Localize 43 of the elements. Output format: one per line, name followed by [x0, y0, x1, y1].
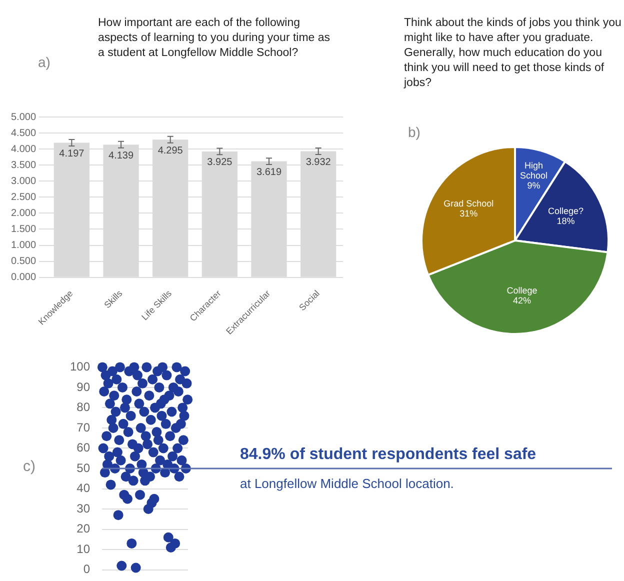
- data-label: 4.295: [158, 145, 184, 156]
- data-label: 18%: [556, 216, 575, 226]
- y-tick-label: 50: [76, 460, 90, 475]
- y-tick-label: 0: [83, 562, 90, 576]
- y-tick-label: 100: [70, 360, 90, 374]
- text: c): [23, 458, 36, 475]
- y-tick-label: 5.000: [10, 112, 36, 123]
- data-label: 31%: [460, 208, 478, 218]
- y-tick-label: 0.000: [10, 272, 36, 284]
- text: a): [38, 54, 50, 70]
- data-label: 3.932: [306, 157, 332, 168]
- data-label: 4.197: [59, 148, 85, 160]
- y-tick-label: 70: [76, 420, 90, 434]
- slice-label: College?: [548, 206, 584, 216]
- data-label: 4.139: [108, 150, 134, 162]
- slice-label: Grad School: [444, 198, 494, 208]
- text: 84.9% of student respondents feel safe: [240, 446, 536, 464]
- chart-title: How important are each of the following aspects of learning to you during your time as a student at Longfellow Middle School?: [98, 16, 332, 61]
- y-tick-label: 4.000: [10, 144, 36, 155]
- y-tick-label: 2.500: [10, 192, 36, 203]
- slice-label: College: [506, 286, 538, 296]
- y-tick-label: 40: [76, 481, 90, 496]
- data-label: 3.925: [207, 157, 233, 168]
- text: at Longfellow Middle School location.: [240, 476, 454, 491]
- y-tick-label: 60: [76, 440, 90, 455]
- chart-title: Think about the kinds of jobs you think you might like to have after you graduate. Generally, how much education do you think you will need to get those kinds of jobs?: [404, 16, 622, 91]
- data-label: 9%: [527, 180, 540, 190]
- y-tick-label: 2.000: [10, 208, 36, 219]
- y-tick-label: 3.000: [10, 176, 36, 187]
- y-tick-label: 1.500: [10, 224, 36, 235]
- y-tick-label: 10: [76, 542, 90, 556]
- y-tick-label: 0.500: [10, 256, 36, 268]
- text: b): [408, 124, 420, 140]
- slice-label: High School: [520, 160, 548, 180]
- y-tick-label: 4.500: [10, 128, 36, 139]
- y-tick-label: 1.000: [10, 240, 36, 252]
- y-tick-label: 3.500: [10, 160, 36, 171]
- y-tick-label: 20: [76, 522, 90, 536]
- y-tick-label: 90: [76, 380, 90, 394]
- y-tick-label: 30: [76, 501, 90, 516]
- y-tick-label: 80: [76, 400, 90, 414]
- data-label: 3.619: [256, 167, 282, 178]
- data-label: 42%: [513, 296, 532, 306]
